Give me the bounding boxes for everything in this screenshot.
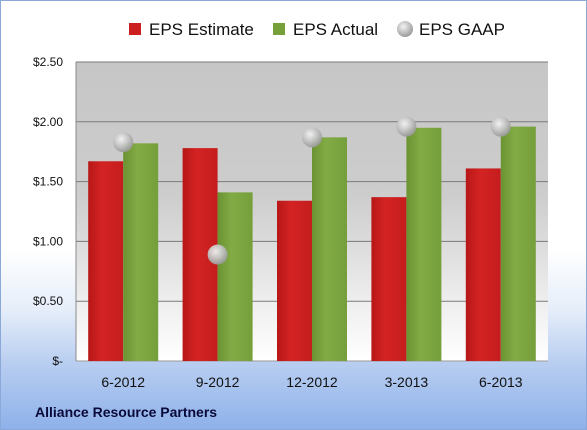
x-tick-label: 9-2012 <box>196 374 240 390</box>
bar-eps-actual-3-2013 <box>406 127 442 361</box>
marker-eps-gaap-6-2013 <box>490 116 511 137</box>
legend-swatch-eps-actual <box>273 23 285 35</box>
x-tick-label: 12-2012 <box>286 374 338 390</box>
legend: EPS Estimate EPS Actual EPS GAAP <box>129 20 505 39</box>
bar-eps-estimate-6-2013 <box>465 168 501 361</box>
bar-eps-estimate-3-2013 <box>371 197 407 361</box>
y-tick-label: $1.00 <box>33 234 63 248</box>
x-tick-label: 6-2013 <box>479 374 523 390</box>
bars <box>88 126 536 361</box>
x-tick-label: 3-2013 <box>385 374 429 390</box>
bar-eps-actual-6-2013 <box>500 126 536 361</box>
bar-eps-estimate-12-2012 <box>277 200 312 361</box>
marker-eps-gaap-6-2012 <box>113 132 134 153</box>
y-tick-label: $1.50 <box>33 175 63 189</box>
bar-eps-actual-12-2012 <box>312 137 347 361</box>
y-axis: $- $0.50 $1.00 $1.50 $2.00 $2.50 <box>33 55 63 368</box>
legend-swatch-eps-gaap <box>397 21 413 37</box>
legend-label-eps-gaap: EPS GAAP <box>419 20 505 39</box>
y-tick-label: $0.50 <box>33 294 63 308</box>
marker-eps-gaap-3-2013 <box>396 116 417 137</box>
x-axis: 6-2012 9-2012 12-2012 3-2013 6-2013 <box>101 374 522 390</box>
bar-eps-actual-6-2012 <box>123 143 159 361</box>
bar-eps-actual-9-2012 <box>217 192 253 361</box>
y-tick-label: $2.50 <box>33 55 63 69</box>
legend-label-eps-actual: EPS Actual <box>293 20 378 39</box>
y-tick-label: $2.00 <box>33 115 63 129</box>
marker-eps-gaap-9-2012 <box>207 244 228 265</box>
x-tick-label: 6-2012 <box>101 374 145 390</box>
gaap-markers <box>113 116 511 265</box>
bar-eps-estimate-6-2012 <box>88 161 124 361</box>
marker-eps-gaap-12-2012 <box>302 127 322 148</box>
company-name: Alliance Resource Partners <box>35 404 217 420</box>
legend-label-eps-estimate: EPS Estimate <box>149 20 254 39</box>
y-tick-label: $- <box>52 354 63 368</box>
legend-swatch-eps-estimate <box>129 23 141 35</box>
